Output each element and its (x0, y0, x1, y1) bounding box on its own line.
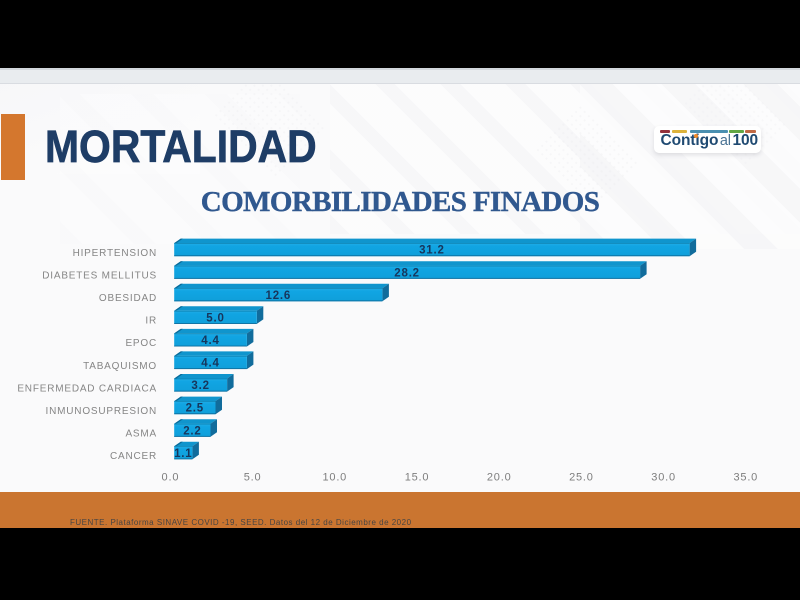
svg-text:IR: IR (145, 316, 157, 327)
svg-text:DIABETES MELLITUS: DIABETES MELLITUS (42, 271, 157, 282)
svg-text:28.2: 28.2 (394, 267, 420, 279)
svg-text:2.5: 2.5 (186, 403, 204, 415)
svg-text:4.4: 4.4 (201, 335, 219, 347)
svg-text:3.2: 3.2 (191, 380, 209, 392)
svg-text:HIPERTENSION: HIPERTENSION (73, 248, 157, 259)
svg-text:1.1: 1.1 (174, 448, 192, 460)
svg-text:ENFERMEDAD CARDIACA: ENFERMEDAD CARDIACA (17, 383, 157, 394)
svg-text:31.2: 31.2 (419, 245, 445, 257)
svg-text:5.0: 5.0 (244, 472, 262, 484)
svg-text:INMUNOSUPRESION: INMUNOSUPRESION (46, 406, 157, 417)
svg-text:10.0: 10.0 (322, 472, 347, 484)
svg-text:2.2: 2.2 (183, 425, 201, 437)
svg-text:ASMA: ASMA (125, 429, 157, 440)
svg-text:TABAQUISMO: TABAQUISMO (83, 361, 157, 372)
svg-text:0.0: 0.0 (162, 472, 180, 484)
svg-text:25.0: 25.0 (569, 472, 594, 484)
svg-text:5.0: 5.0 (206, 312, 224, 324)
svg-text:OBESIDAD: OBESIDAD (99, 293, 157, 304)
svg-text:EPOC: EPOC (125, 338, 157, 349)
svg-text:CANCER: CANCER (110, 451, 157, 462)
svg-text:15.0: 15.0 (405, 472, 430, 484)
svg-text:30.0: 30.0 (651, 472, 676, 484)
svg-text:35.0: 35.0 (733, 472, 758, 484)
svg-text:20.0: 20.0 (487, 472, 512, 484)
svg-text:12.6: 12.6 (266, 290, 292, 302)
svg-text:4.4: 4.4 (201, 358, 219, 370)
